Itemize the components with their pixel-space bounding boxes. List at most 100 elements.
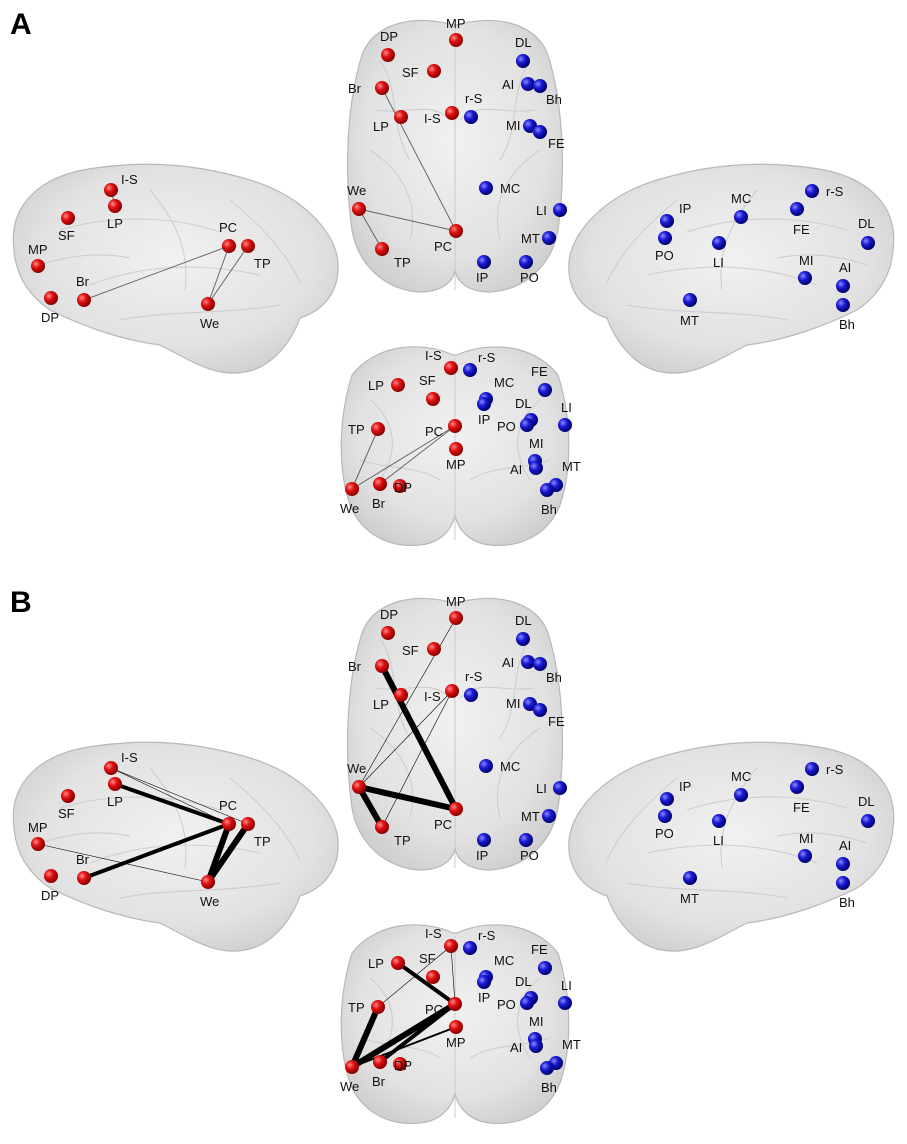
node-po: [520, 418, 534, 432]
node-li: [712, 814, 726, 828]
brain-sulcus: [720, 189, 758, 291]
node-bh: [836, 298, 850, 312]
node-label-mc: MC: [500, 181, 520, 196]
node-label-ai: AI: [839, 260, 851, 275]
brain-sulcus: [776, 832, 868, 844]
brain-sulcus: [626, 882, 788, 899]
brain-surface: [568, 741, 895, 952]
node-label-dl: DL: [515, 613, 532, 628]
node-label-we: We: [347, 761, 366, 776]
node-label-pc: PC: [434, 239, 452, 254]
node-label-mc: MC: [731, 769, 751, 784]
node-label-sf: SF: [402, 643, 419, 658]
node-dp: [381, 626, 395, 640]
node-pc: [449, 224, 463, 238]
node-dl: [861, 236, 875, 250]
node-tp: [241, 817, 255, 831]
node-label-bh: Bh: [546, 670, 562, 685]
node-label-li: LI: [713, 255, 724, 270]
node-label-ip: IP: [478, 412, 490, 427]
brain-view-top: DP MP SF Br LP I-S We TP PC DL AI Bh r-S MI FE MC LI MT IP…: [347, 16, 567, 293]
edge-i-s-pc: [110, 767, 230, 825]
node-dp: [44, 291, 58, 305]
edge-mp-we: [37, 843, 209, 883]
brain-sulcus: [379, 59, 411, 161]
node-label-lp: LP: [373, 119, 389, 134]
node-label-we: We: [340, 1079, 359, 1094]
node-li: [553, 203, 567, 217]
node-label-lp: LP: [373, 697, 389, 712]
node-pc: [448, 997, 462, 1011]
node-label-ai: AI: [839, 838, 851, 853]
node-mt: [542, 809, 556, 823]
edge-we-tp: [356, 784, 385, 830]
node-label-ip: IP: [679, 201, 691, 216]
brain-sulcus: [59, 796, 221, 811]
node-pc: [222, 817, 236, 831]
brain-sulcus: [369, 149, 414, 241]
brain-sulcus: [39, 254, 131, 266]
node-ip: [660, 214, 674, 228]
node-mp: [31, 837, 45, 851]
node-label-sf: SF: [419, 373, 436, 388]
node-pc: [449, 802, 463, 816]
node-pc: [222, 239, 236, 253]
node-tp: [375, 242, 389, 256]
node-label-lp: LP: [107, 794, 123, 809]
node-ip: [477, 255, 491, 269]
node-label-r-s: r-S: [478, 928, 496, 943]
node-label-li: LI: [561, 400, 572, 415]
edge-we-tp: [358, 208, 383, 250]
node-label-fe: FE: [531, 364, 548, 379]
node-i-s: [444, 939, 458, 953]
edge-tp-we: [205, 821, 251, 885]
node-label-mp: MP: [446, 594, 466, 609]
node-bh: [533, 79, 547, 93]
node-lp: [391, 956, 405, 970]
edges-front: [349, 945, 458, 1070]
node-label-tp: TP: [348, 1000, 365, 1015]
brain-sulcus: [369, 727, 414, 819]
edge-pc-we: [207, 245, 230, 305]
brain-view-front: I-S r-S LP SF FE MC TP PC IP DL PO LI MP MI AI MT We Br DP…: [340, 346, 581, 547]
brain-sulcus: [686, 218, 848, 233]
node-bh: [836, 876, 850, 890]
node-r-s: [463, 941, 477, 955]
brain-view-front: I-S r-S LP SF FE MC TP PC IP DL PO LI MP MI AI MT We Br DP…: [340, 924, 581, 1125]
node-label-pc: PC: [434, 817, 452, 832]
node-tp: [241, 239, 255, 253]
node-label-mt: MT: [680, 313, 699, 328]
brain-surface: [12, 163, 339, 374]
node-label-sf: SF: [58, 806, 75, 821]
node-fe: [533, 703, 547, 717]
node-label-mp: MP: [446, 16, 466, 31]
node-tp: [371, 422, 385, 436]
node-fe: [533, 125, 547, 139]
node-label-ip: IP: [476, 848, 488, 863]
brain-sulcus: [499, 637, 531, 739]
node-label-ip: IP: [478, 990, 490, 1005]
node-label-fe: FE: [793, 800, 810, 815]
node-label-mc: MC: [731, 191, 751, 206]
node-fe: [538, 961, 552, 975]
node-label-po: PO: [520, 270, 539, 285]
node-pc: [448, 419, 462, 433]
node-sf: [61, 211, 75, 225]
node-label-bh: Bh: [541, 502, 557, 517]
node-po: [658, 231, 672, 245]
node-label-r-s: r-S: [826, 184, 844, 199]
node-label-dp: DP: [41, 310, 59, 325]
node-label-br: Br: [372, 496, 386, 511]
panel-letter: A: [10, 8, 32, 41]
node-tp: [375, 820, 389, 834]
node-label-we: We: [200, 316, 219, 331]
node-po: [519, 255, 533, 269]
edges-top: [356, 617, 459, 830]
node-br: [373, 477, 387, 491]
node-dp: [393, 479, 407, 493]
node-label-r-s: r-S: [478, 350, 496, 365]
node-label-ai: AI: [502, 77, 514, 92]
node-label-r-s: r-S: [826, 762, 844, 777]
brain-sulcus: [606, 777, 678, 861]
node-label-we: We: [340, 501, 359, 516]
